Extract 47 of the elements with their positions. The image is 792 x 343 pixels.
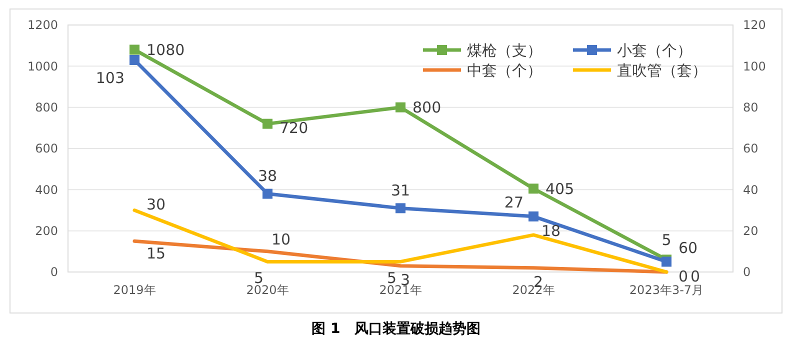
data-label: 5 bbox=[662, 230, 672, 249]
legend-label: 小套（个） bbox=[617, 41, 692, 60]
data-label: 18 bbox=[542, 222, 561, 240]
data-label: 60 bbox=[678, 238, 698, 257]
data-label: 405 bbox=[546, 180, 574, 198]
y-tick-label: 600 bbox=[35, 142, 58, 156]
y-tick-label: 800 bbox=[35, 100, 58, 115]
y2-tick-label: 20 bbox=[743, 224, 758, 238]
data-label: 0 bbox=[678, 267, 688, 286]
legend-label: 直吹管（套） bbox=[617, 61, 707, 80]
point bbox=[396, 203, 406, 214]
y2-tick-label: 100 bbox=[743, 59, 766, 74]
data-label: 38 bbox=[258, 167, 278, 186]
y-tick-label: 200 bbox=[35, 224, 58, 238]
y-tick-label: 1000 bbox=[27, 59, 58, 74]
legend-label: 中套（个） bbox=[467, 61, 542, 80]
y2-tick-label: 0 bbox=[743, 265, 751, 280]
data-label: 31 bbox=[390, 181, 410, 200]
data-label: 720 bbox=[280, 119, 308, 138]
data-label: 103 bbox=[96, 69, 124, 88]
y-tick-label: 0 bbox=[50, 265, 58, 280]
y2-tick-label: 80 bbox=[743, 100, 758, 115]
y-tick-label: 400 bbox=[35, 182, 58, 197]
data-label: 10 bbox=[272, 230, 291, 249]
x-tick-label: 2019年 bbox=[113, 283, 156, 297]
point bbox=[396, 102, 406, 112]
caption: 图 1 风口装置破损趋势图 bbox=[312, 321, 480, 337]
data-label: 800 bbox=[412, 98, 442, 117]
point bbox=[528, 211, 538, 222]
x-tick-label: 2020年 bbox=[246, 283, 289, 297]
data-label: 0 bbox=[690, 267, 700, 286]
line-series bbox=[132, 208, 668, 274]
data-label: 27 bbox=[504, 194, 524, 212]
point bbox=[130, 54, 140, 65]
point bbox=[528, 184, 538, 194]
data-label: 30 bbox=[146, 196, 166, 214]
y-tick-label: 1200 bbox=[27, 18, 58, 32]
y2-tick-label: 40 bbox=[743, 182, 758, 197]
y2-tick-label: 60 bbox=[743, 142, 758, 156]
point bbox=[262, 118, 272, 129]
data-label: 1080 bbox=[146, 40, 185, 59]
point bbox=[262, 188, 272, 199]
y2-tick-label: 120 bbox=[743, 18, 766, 32]
point bbox=[130, 44, 140, 55]
data-label: 15 bbox=[146, 244, 166, 262]
x-tick-label: 2023年3-7月 bbox=[629, 283, 704, 297]
legend-label: 煤枪（支） bbox=[467, 41, 542, 60]
